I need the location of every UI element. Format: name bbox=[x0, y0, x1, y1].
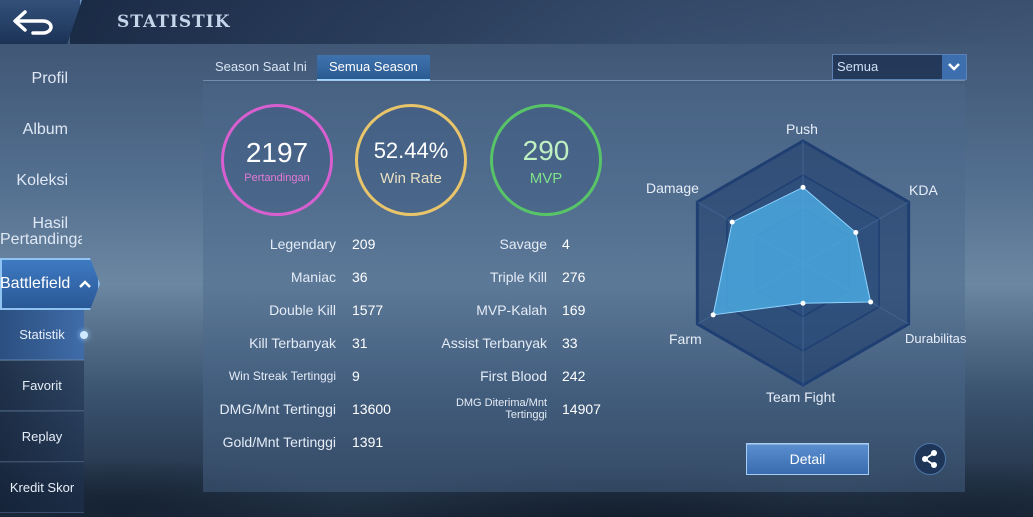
sidebar-item-profil[interactable]: Profil bbox=[31, 70, 68, 87]
sidebar-item-battlefield[interactable]: Battlefield bbox=[0, 258, 100, 310]
radar-label-push: Push bbox=[786, 121, 818, 137]
tab-season-saat-ini[interactable]: Season Saat Ini bbox=[215, 59, 307, 74]
matches-label: Pertandingan bbox=[244, 172, 310, 184]
page-title: STATISTIK bbox=[117, 12, 231, 32]
stat-value-first-blood: 242 bbox=[562, 368, 586, 384]
sidebar-subitem-favorit[interactable]: Favorit bbox=[0, 361, 84, 411]
winrate-label: Win Rate bbox=[380, 169, 442, 187]
dropdown-button[interactable] bbox=[942, 55, 966, 79]
stat-value-kill-terbanyak: 31 bbox=[352, 335, 368, 351]
back-button[interactable] bbox=[0, 0, 82, 44]
share-icon bbox=[922, 450, 937, 468]
radar-label-farm: Farm bbox=[669, 331, 702, 347]
radar-label-team-fight: Team Fight bbox=[766, 389, 836, 405]
stat-value-legendary: 209 bbox=[352, 236, 376, 252]
matches-value: 2197 bbox=[245, 137, 309, 168]
stat-label-win-streak: Win Streak Tertinggi bbox=[228, 369, 336, 383]
statistik-label: Statistik bbox=[19, 327, 65, 342]
stat-value-gold-mnt: 1391 bbox=[352, 434, 384, 450]
active-indicator-icon bbox=[80, 331, 88, 339]
stat-label-gold-mnt: Gold/Mnt Tertinggi bbox=[222, 434, 336, 450]
season-filter-value: Semua bbox=[837, 59, 879, 74]
matches-circle: 2197 Pertandingan bbox=[221, 104, 333, 216]
stat-label-double-kill: Double Kill bbox=[269, 302, 336, 318]
sidebar-item-koleksi[interactable]: Koleksi bbox=[16, 172, 68, 189]
stat-value-dmg-diterima: 14907 bbox=[562, 401, 601, 417]
sidebar-subitem-kredit-skor[interactable]: Kredit Skor bbox=[0, 463, 84, 513]
sidebar-subitem-statistik[interactable]: Statistik bbox=[0, 310, 88, 360]
season-filter-select[interactable]: Semua bbox=[832, 54, 967, 80]
radar-label-kda: KDA bbox=[909, 182, 938, 198]
stat-value-dmg-mnt: 13600 bbox=[352, 401, 391, 417]
tab-semua-season[interactable]: Semua Season bbox=[317, 55, 430, 81]
stat-value-assist-terbanyak: 33 bbox=[562, 335, 578, 351]
tab-divider bbox=[203, 80, 965, 81]
stat-label-triple-kill: Triple Kill bbox=[489, 269, 547, 285]
stat-value-mvp-kalah: 169 bbox=[562, 302, 586, 318]
stat-label-legendary: Legendary bbox=[269, 236, 336, 252]
top-bar bbox=[70, 0, 1033, 44]
chevron-down-icon bbox=[948, 63, 960, 71]
stat-label-kill-terbanyak: Kill Terbanyak bbox=[249, 335, 336, 351]
stat-value-triple-kill: 276 bbox=[562, 269, 586, 285]
share-button[interactable] bbox=[914, 443, 946, 475]
stat-label-dmg-mnt: DMG/Mnt Tertinggi bbox=[219, 401, 336, 417]
back-arrow-icon bbox=[13, 10, 53, 35]
radar-label-damage: Damage bbox=[646, 180, 699, 196]
chevron-up-icon bbox=[79, 280, 92, 288]
stat-value-win-streak: 9 bbox=[352, 368, 360, 384]
sidebar-item-hasil-pertandingan[interactable]: Hasil Pertandingan bbox=[0, 216, 82, 248]
stat-value-savage: 4 bbox=[562, 236, 570, 252]
mvp-label: MVP bbox=[529, 169, 563, 187]
stat-label-first-blood: First Blood bbox=[480, 368, 547, 384]
radar-label-durabilitas: Durabilitas bbox=[905, 331, 967, 346]
stat-label-savage: Savage bbox=[499, 236, 547, 252]
stat-label-dmg-diterima: DMG Diterima/Mnt Tertinggi bbox=[455, 397, 547, 421]
stat-label-assist-terbanyak: Assist Terbanyak bbox=[441, 335, 547, 351]
winrate-value: 52.44% bbox=[373, 137, 449, 163]
winrate-circle: 52.44% Win Rate bbox=[355, 104, 467, 216]
mvp-circle: 290 MVP bbox=[490, 104, 602, 216]
stat-value-maniac: 36 bbox=[352, 269, 368, 285]
stat-value-double-kill: 1577 bbox=[352, 302, 384, 318]
stat-label-maniac: Maniac bbox=[290, 269, 336, 285]
sidebar-item-album[interactable]: Album bbox=[22, 121, 68, 138]
battlefield-label: Battlefield bbox=[0, 275, 71, 292]
sidebar-subitem-replay[interactable]: Replay bbox=[0, 412, 84, 462]
mvp-value: 290 bbox=[522, 134, 570, 166]
detail-button[interactable]: Detail bbox=[746, 443, 869, 475]
stat-label-mvp-kalah: MVP-Kalah bbox=[476, 302, 547, 318]
